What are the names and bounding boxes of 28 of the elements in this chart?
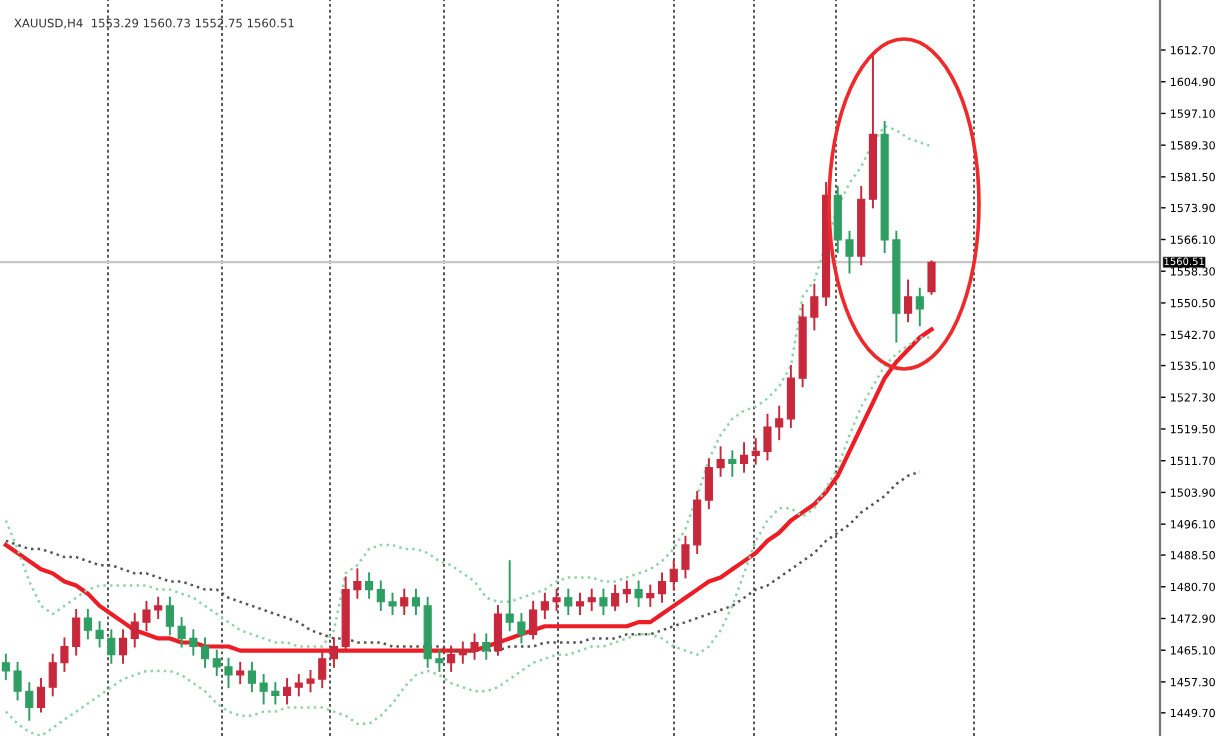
line-series [4, 336, 933, 736]
candlestick [118, 629, 128, 664]
candlestick [739, 442, 749, 473]
candlestick [236, 661, 245, 685]
candlestick [482, 633, 491, 660]
candlestick [587, 588, 596, 611]
candlestick [634, 580, 643, 607]
candlestick [400, 588, 409, 615]
candlestick [365, 572, 374, 599]
candlestick [915, 287, 924, 327]
candlestick [657, 572, 667, 603]
candlestick [36, 678, 46, 713]
candlestick [447, 645, 456, 672]
candlestick [283, 678, 292, 705]
candlestick [927, 260, 936, 295]
candlestick [599, 588, 608, 615]
candlestick [646, 584, 655, 607]
line-series [4, 124, 933, 648]
candlestick [493, 604, 503, 656]
candlestick [728, 450, 737, 477]
candlestick [575, 592, 585, 615]
candlestick [411, 588, 421, 615]
candlestick [564, 588, 573, 615]
candlestick [904, 279, 913, 323]
candlestick [200, 637, 210, 668]
candlestick [622, 580, 631, 603]
candlestick [529, 600, 538, 640]
candlestick [611, 584, 620, 611]
